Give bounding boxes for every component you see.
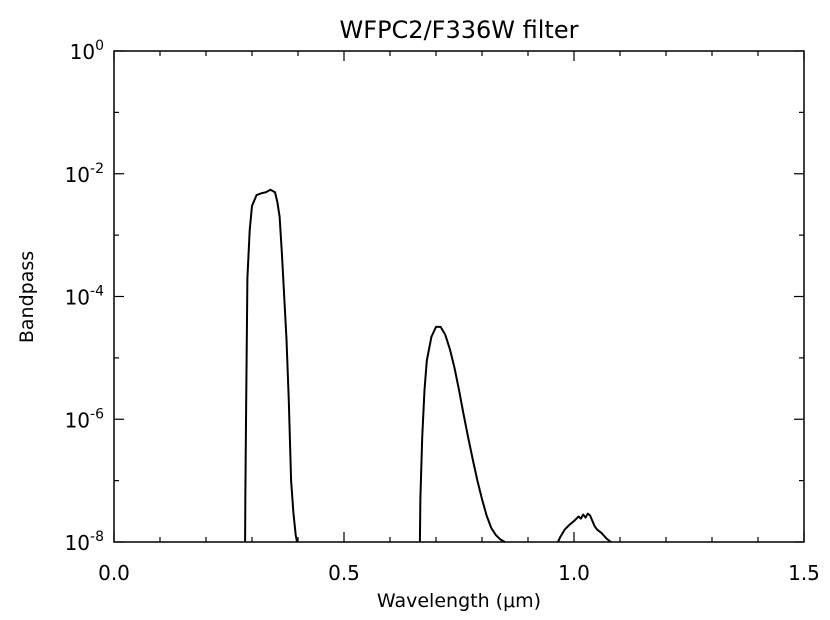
series-line: [556, 512, 612, 543]
y-tick-label: 10-6: [65, 406, 105, 432]
y-tick-labels: 100 10-2 10-4 10-6 10-8: [65, 38, 105, 555]
x-tick-label: 0.0: [98, 561, 130, 585]
y-tick-label: 100: [70, 38, 104, 64]
y-tick-label: 10-2: [65, 161, 104, 187]
series-line: [244, 188, 299, 543]
x-axis-label: Wavelength (μm): [377, 590, 541, 612]
y-tick-label: 10-8: [65, 529, 104, 555]
chart-title: WFPC2/F336W filter: [340, 16, 579, 44]
x-tick-label: 0.5: [328, 561, 360, 585]
series-curves: [244, 188, 612, 543]
axis-ticks: [113, 50, 805, 543]
y-axis-label: Bandpass: [16, 251, 38, 343]
plot-frame: [113, 50, 805, 543]
x-tick-labels: 0.0 0.5 1.0 1.5: [98, 561, 820, 585]
y-tick-label: 10-4: [65, 284, 105, 310]
x-tick-label: 1.0: [558, 561, 590, 585]
x-tick-label: 1.5: [788, 561, 820, 585]
series-line: [418, 325, 506, 543]
